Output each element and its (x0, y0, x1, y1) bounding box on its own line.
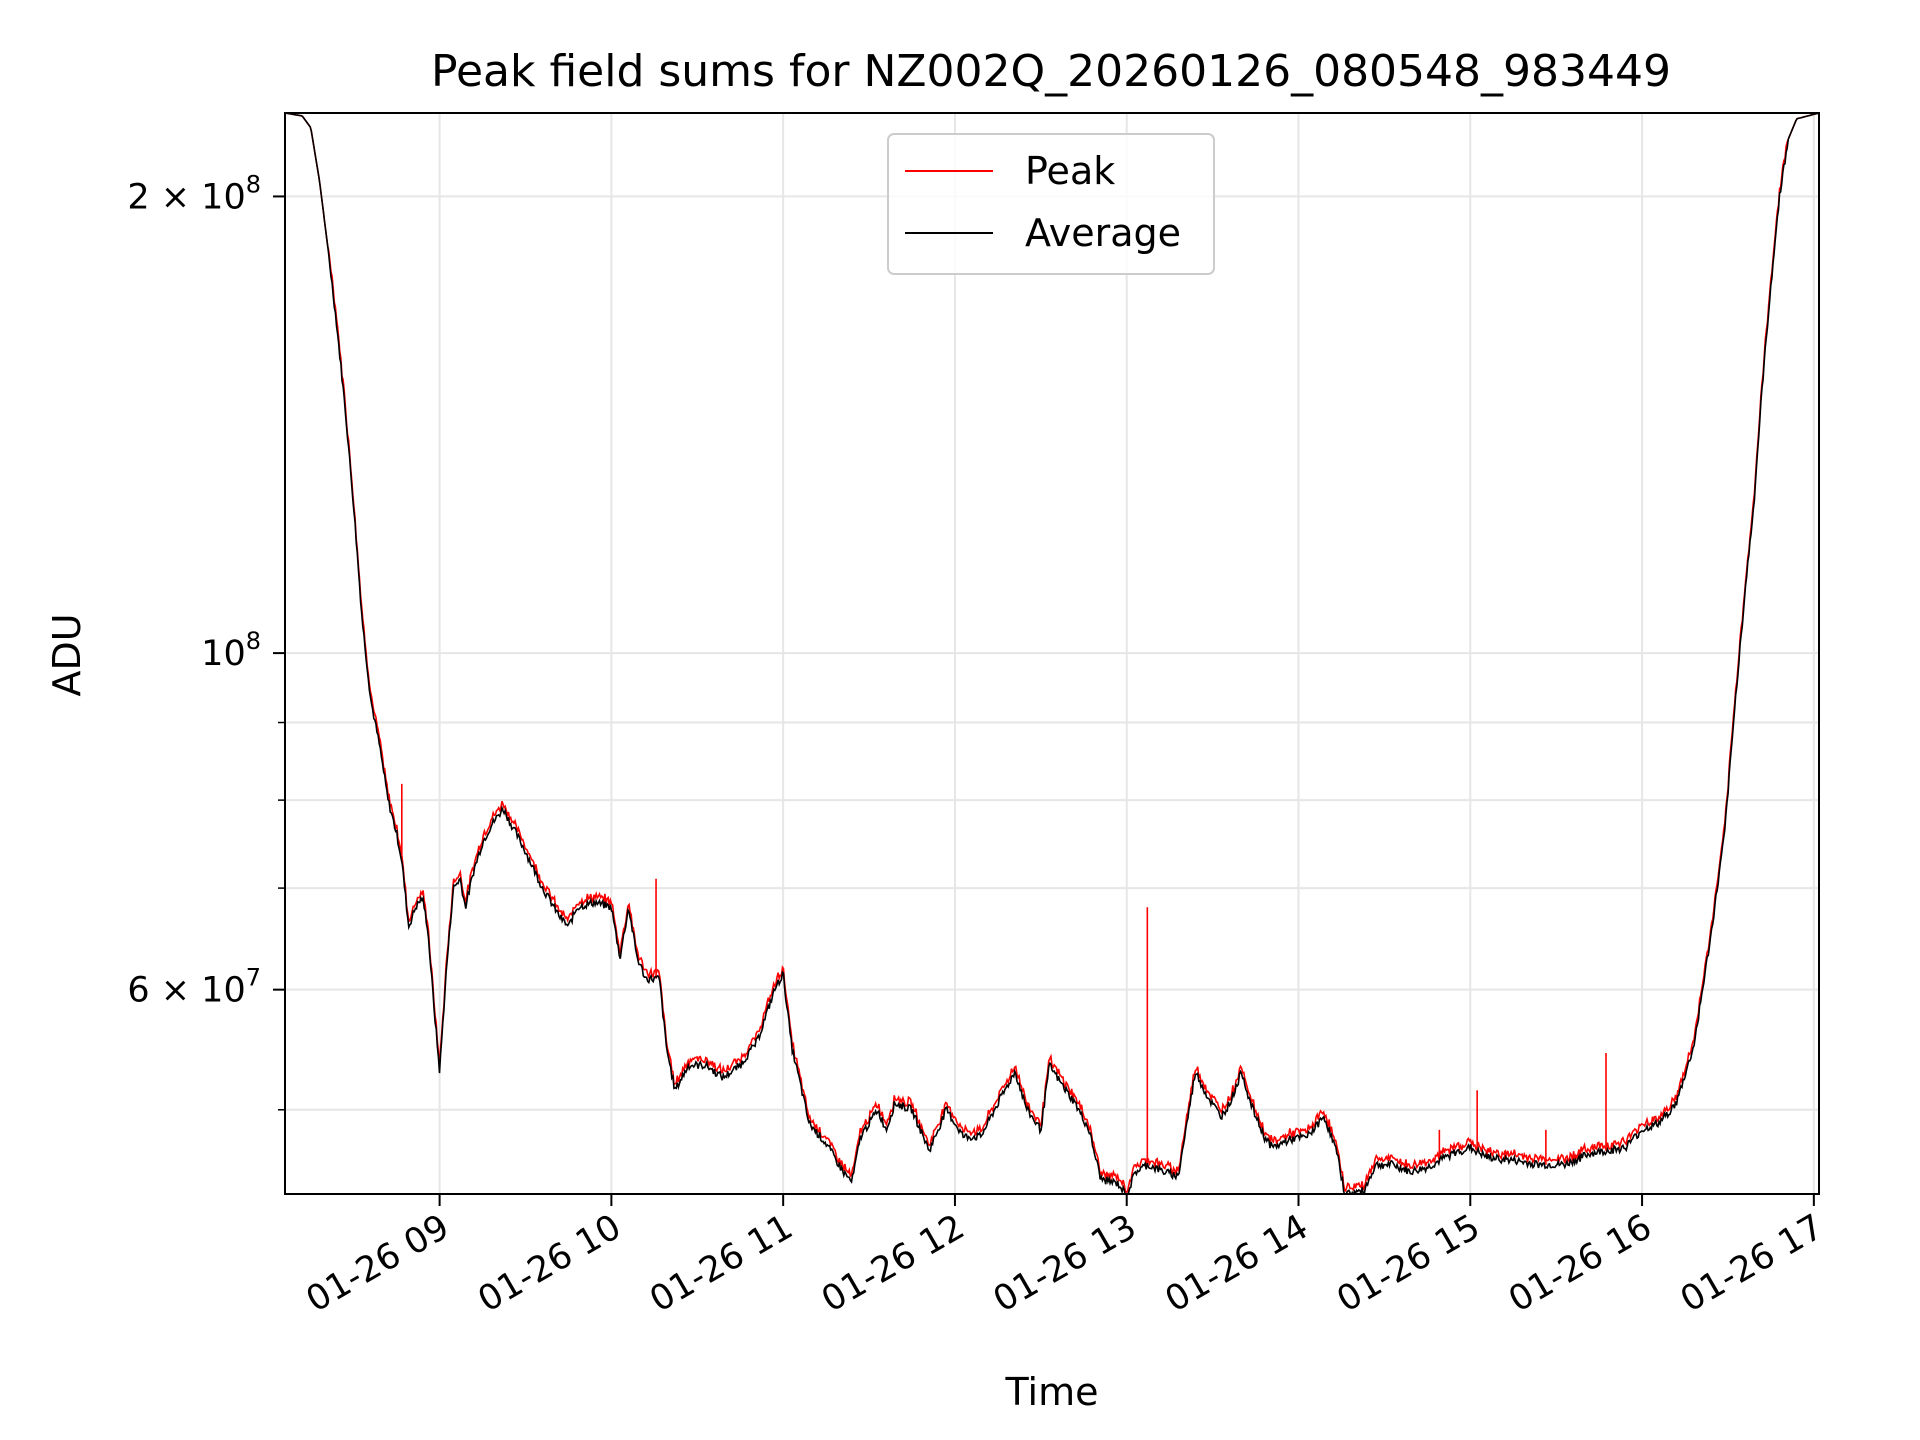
y-tick-label-mantissa: 2 × 10 (127, 177, 245, 217)
legend: Peak Average (887, 133, 1215, 275)
y-tick-label-exponent: 8 (246, 170, 261, 198)
average-series-line (285, 113, 1819, 1194)
y-tick-label-exponent: 7 (246, 964, 261, 992)
legend-average-label: Average (1025, 211, 1181, 255)
y-axis-label: ADU (45, 613, 89, 696)
x-axis-label: Time (1005, 1370, 1099, 1414)
y-tick-label: 108 (201, 627, 261, 674)
y-tick-label-mantissa: 6 × 10 (127, 971, 245, 1011)
legend-box (887, 133, 1215, 275)
y-tick-label-mantissa: 10 (201, 634, 246, 674)
y-tick-label-exponent: 8 (246, 627, 261, 655)
peak-series-line (285, 113, 1819, 1194)
grid (285, 113, 1819, 1194)
y-tick-label: 6 × 107 (127, 964, 261, 1011)
series-layer (285, 113, 1819, 1194)
legend-peak-label: Peak (1025, 149, 1115, 193)
y-tick-label: 2 × 108 (127, 170, 261, 217)
chart-title: Peak field sums for NZ002Q_20260126_0805… (431, 46, 1671, 97)
